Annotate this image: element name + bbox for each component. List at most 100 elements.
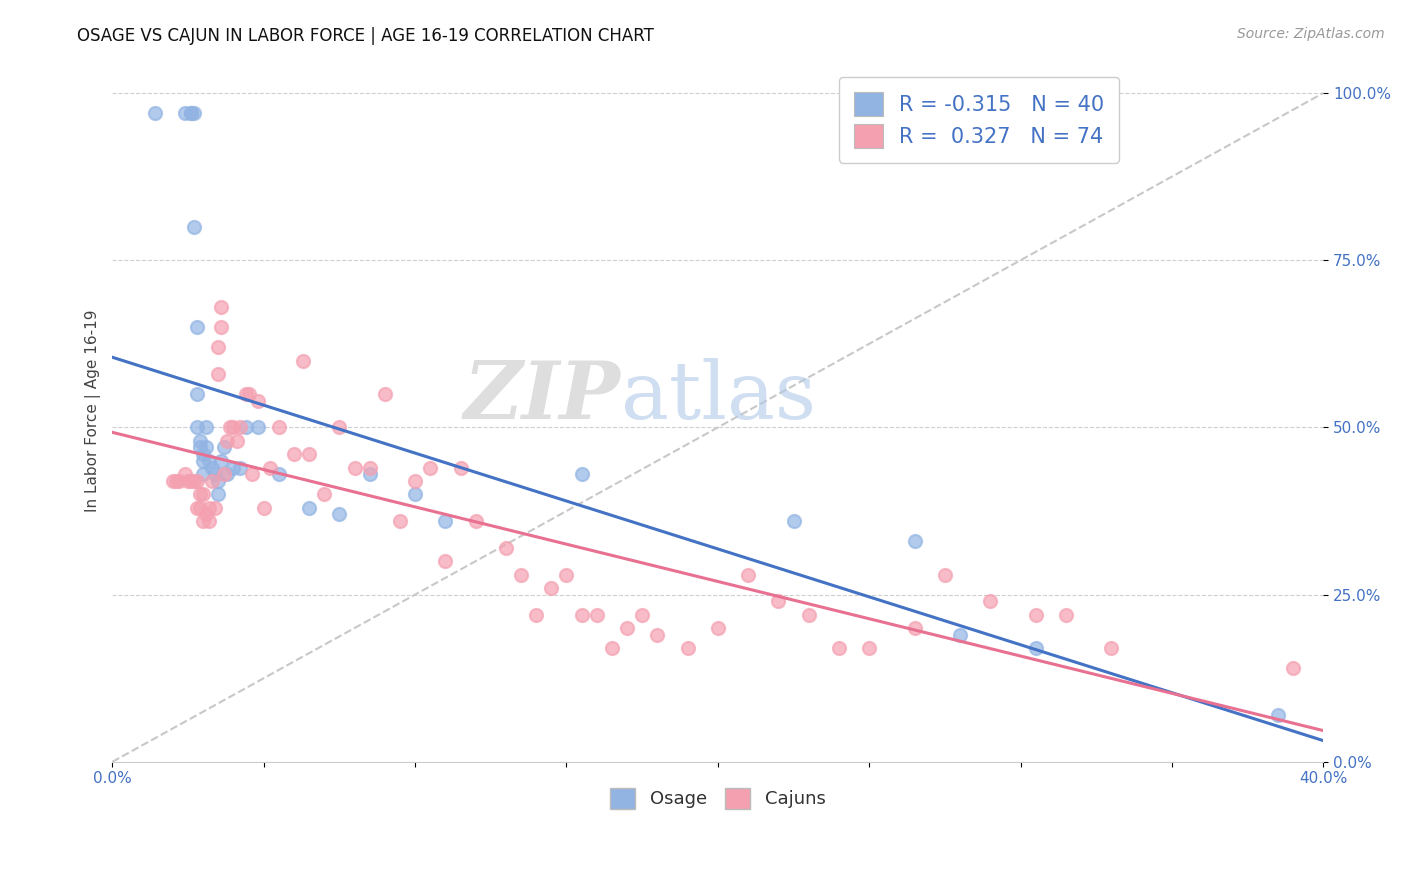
Point: [524, 607, 547, 622]
Point: [782, 514, 804, 528]
Point: [600, 641, 623, 656]
Point: [404, 474, 426, 488]
Point: [314, 487, 336, 501]
Text: Source: ZipAtlas.com: Source: ZipAtlas.com: [1237, 27, 1385, 41]
Point: [195, 508, 218, 522]
Point: [343, 460, 366, 475]
Point: [228, 420, 250, 434]
Point: [359, 467, 381, 482]
Point: [1099, 641, 1122, 656]
Text: OSAGE VS CAJUN IN LABOR FORCE | AGE 16-19 CORRELATION CHART: OSAGE VS CAJUN IN LABOR FORCE | AGE 16-1…: [77, 27, 654, 45]
Point: [228, 460, 250, 475]
Point: [183, 474, 205, 488]
Point: [707, 621, 730, 635]
Point: [259, 460, 281, 475]
Point: [676, 641, 699, 656]
Point: [195, 420, 218, 434]
Point: [434, 514, 457, 528]
Point: [174, 467, 197, 482]
Point: [193, 487, 215, 501]
Point: [167, 474, 190, 488]
Point: [495, 541, 517, 555]
Point: [222, 420, 245, 434]
Point: [737, 567, 759, 582]
Point: [235, 420, 257, 434]
Point: [858, 641, 880, 656]
Point: [374, 387, 396, 401]
Point: [240, 467, 263, 482]
Point: [177, 474, 200, 488]
Point: [207, 474, 229, 488]
Point: [904, 534, 927, 549]
Point: [193, 454, 215, 468]
Point: [219, 420, 242, 434]
Point: [207, 487, 229, 501]
Point: [328, 420, 350, 434]
Point: [165, 474, 187, 488]
Point: [186, 500, 208, 515]
Point: [828, 641, 851, 656]
Point: [180, 106, 202, 120]
Point: [207, 367, 229, 381]
Point: [571, 467, 593, 482]
Point: [631, 607, 654, 622]
Point: [949, 628, 972, 642]
Point: [1282, 661, 1305, 675]
Point: [188, 441, 211, 455]
Point: [186, 387, 208, 401]
Point: [450, 460, 472, 475]
Point: [186, 320, 208, 334]
Point: [180, 106, 202, 120]
Point: [238, 387, 260, 401]
Point: [174, 106, 197, 120]
Point: [235, 387, 257, 401]
Point: [359, 460, 381, 475]
Point: [540, 581, 562, 595]
Point: [186, 474, 208, 488]
Point: [253, 500, 276, 515]
Point: [1054, 607, 1077, 622]
Point: [555, 567, 578, 582]
Point: [207, 340, 229, 354]
Y-axis label: In Labor Force | Age 16-19: In Labor Force | Age 16-19: [86, 310, 101, 512]
Point: [298, 447, 321, 461]
Point: [419, 460, 441, 475]
Point: [1025, 607, 1047, 622]
Point: [188, 487, 211, 501]
Point: [204, 467, 226, 482]
Point: [464, 514, 486, 528]
Point: [195, 441, 218, 455]
Point: [209, 320, 232, 334]
Point: [292, 353, 315, 368]
Point: [209, 300, 232, 314]
Point: [246, 420, 269, 434]
Point: [186, 420, 208, 434]
Point: [180, 474, 202, 488]
Point: [934, 567, 956, 582]
Point: [143, 106, 166, 120]
Point: [434, 554, 457, 568]
Point: [267, 467, 290, 482]
Point: [198, 454, 221, 468]
Point: [510, 567, 533, 582]
Point: [222, 460, 245, 475]
Point: [904, 621, 927, 635]
Point: [193, 514, 215, 528]
Text: ZIP: ZIP: [464, 358, 621, 435]
Legend: Osage, Cajuns: Osage, Cajuns: [603, 780, 832, 816]
Point: [298, 500, 321, 515]
Point: [283, 447, 305, 461]
Point: [1267, 708, 1289, 723]
Point: [193, 467, 215, 482]
Point: [1025, 641, 1047, 656]
Point: [768, 594, 790, 608]
Point: [217, 434, 239, 448]
Point: [217, 467, 239, 482]
Point: [204, 500, 226, 515]
Text: atlas: atlas: [621, 358, 815, 435]
Point: [214, 467, 236, 482]
Point: [201, 460, 224, 475]
Point: [193, 447, 215, 461]
Point: [162, 474, 184, 488]
Point: [198, 514, 221, 528]
